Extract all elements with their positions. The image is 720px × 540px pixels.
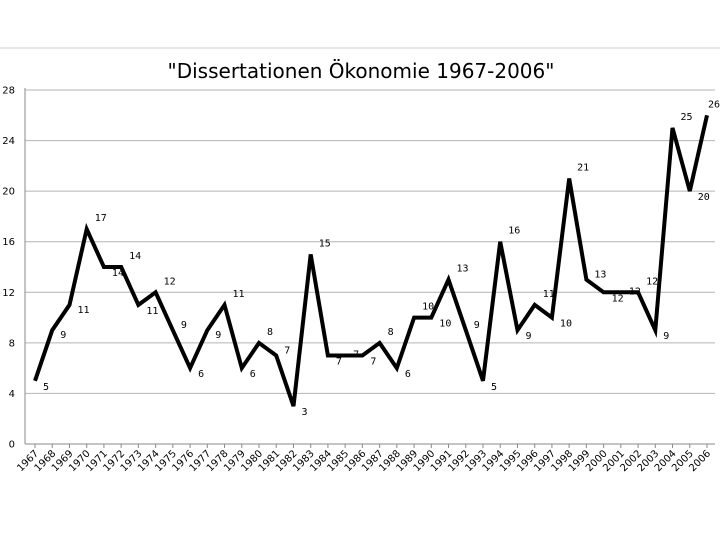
- data-label: 6: [405, 369, 411, 380]
- data-label: 5: [43, 382, 49, 393]
- data-point: [154, 291, 157, 294]
- y-tick-label: 16: [2, 237, 15, 248]
- data-point: [430, 316, 433, 319]
- y-tick-label: 4: [9, 389, 15, 400]
- data-label: 10: [439, 319, 451, 330]
- data-point: [585, 278, 588, 281]
- data-label: 13: [457, 264, 469, 275]
- data-point: [258, 341, 261, 344]
- data-label: 6: [198, 369, 204, 380]
- data-label: 25: [681, 112, 693, 123]
- data-point: [706, 114, 709, 117]
- data-label: 9: [215, 330, 221, 341]
- data-point: [326, 354, 329, 357]
- y-tick-label: 0: [9, 440, 15, 451]
- data-label: 26: [708, 99, 720, 110]
- data-label: 11: [77, 305, 89, 316]
- data-point: [688, 190, 691, 193]
- data-label: 12: [164, 276, 176, 287]
- data-point: [85, 228, 88, 231]
- chart-title: "Dissertationen Ökonomie 1967-2006": [168, 59, 555, 83]
- data-label: 8: [267, 327, 273, 338]
- data-label: 9: [474, 320, 480, 331]
- data-point: [447, 278, 450, 281]
- data-point: [223, 303, 226, 306]
- data-point: [413, 316, 416, 319]
- data-point: [378, 341, 381, 344]
- data-point: [292, 405, 295, 408]
- data-point: [602, 291, 605, 294]
- data-label: 9: [60, 330, 66, 341]
- data-point: [240, 367, 243, 370]
- data-label: 10: [560, 319, 572, 330]
- data-label: 9: [525, 331, 531, 342]
- data-point: [137, 303, 140, 306]
- data-label: 7: [370, 357, 376, 368]
- data-label: 21: [577, 163, 589, 174]
- data-point: [533, 303, 536, 306]
- data-point: [654, 329, 657, 332]
- data-point: [671, 126, 674, 129]
- data-label: 9: [181, 320, 187, 331]
- y-tick-label: 8: [9, 338, 15, 349]
- data-point: [309, 253, 312, 256]
- data-point: [361, 354, 364, 357]
- gridlines: [25, 89, 715, 394]
- data-point: [344, 354, 347, 357]
- data-label: 12: [612, 293, 624, 304]
- data-label: 10: [422, 302, 434, 313]
- data-label: 7: [284, 346, 290, 357]
- y-tick-label: 24: [2, 136, 15, 147]
- data-point: [275, 354, 278, 357]
- y-tick-label: 20: [2, 187, 15, 198]
- data-label: 11: [233, 289, 245, 300]
- data-label: 11: [146, 306, 158, 317]
- data-point: [550, 316, 553, 319]
- data-point: [51, 329, 54, 332]
- data-point: [568, 177, 571, 180]
- y-tick-label: 12: [2, 288, 15, 299]
- x-axis-ticks: 1967196819691970197119721973197419751976…: [15, 448, 713, 474]
- data-label: 17: [95, 213, 107, 224]
- data-label: 16: [508, 226, 520, 237]
- y-axis-ticks: 0 4 8 12 16 20 24 28: [2, 86, 15, 451]
- data-point: [482, 379, 485, 382]
- data-label: 11: [543, 289, 555, 300]
- data-point: [516, 329, 519, 332]
- data-labels: 5911171414111296911687315777861010139516…: [43, 99, 720, 418]
- data-label: 9: [663, 331, 669, 342]
- axes: [24, 88, 715, 448]
- data-label: 15: [319, 238, 331, 249]
- data-point: [395, 367, 398, 370]
- data-label: 13: [594, 270, 606, 281]
- data-label: 5: [491, 382, 497, 393]
- data-point: [206, 329, 209, 332]
- series-line: [33, 114, 709, 407]
- data-point: [68, 303, 71, 306]
- data-label: 8: [388, 327, 394, 338]
- data-label: 12: [646, 276, 658, 287]
- data-label: 14: [112, 268, 124, 279]
- data-point: [189, 367, 192, 370]
- data-label: 14: [129, 251, 141, 262]
- data-point: [464, 329, 467, 332]
- data-label: 20: [698, 192, 710, 203]
- data-label: 7: [353, 350, 359, 361]
- data-label: 3: [301, 407, 307, 418]
- y-tick-label: 28: [2, 86, 15, 97]
- data-label: 12: [629, 286, 641, 297]
- data-point: [102, 266, 105, 269]
- data-point: [499, 240, 502, 243]
- data-point: [34, 379, 37, 382]
- data-label: 6: [250, 369, 256, 380]
- data-point: [171, 329, 174, 332]
- series-group: [33, 114, 709, 408]
- data-label: 7: [336, 357, 342, 368]
